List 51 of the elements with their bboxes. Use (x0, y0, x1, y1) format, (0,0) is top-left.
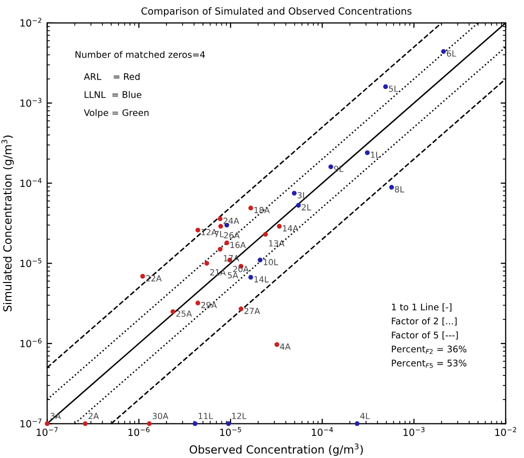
annotation: 26A (224, 232, 240, 238)
y-tick-label: 10$^{−7}$ (20, 418, 42, 428)
annotation: 18A (254, 206, 270, 214)
annotation: 3L (298, 192, 307, 198)
annotation: 30A (152, 412, 168, 420)
annotation: 25A (176, 310, 192, 317)
annotation: 12A (202, 228, 217, 236)
y-tick-label: 10$^{−2}$ (20, 18, 42, 27)
annotation: 1 to 1 Line [-] (392, 303, 452, 312)
annotation: 13A (269, 240, 284, 246)
annotation: 16A (230, 242, 246, 248)
x-tick-label: 10$^{−2}$ (495, 427, 516, 436)
annotation: 14L (254, 276, 269, 282)
annotation: 6L (446, 50, 456, 57)
annotation: 4L (360, 412, 370, 420)
annotation: 2A (88, 412, 99, 420)
annotation: 24A (224, 218, 240, 224)
annotation: 14A (282, 225, 298, 232)
annotation: Percent$_{F5}$ = 53% (392, 360, 466, 368)
y-tick-label: 10$^{−4}$ (20, 178, 42, 187)
annotation: Factor of 5 [---] (392, 331, 458, 340)
y-tick-label: 10$^{−5}$ (20, 258, 42, 268)
annotation: Factor of 2 [...] (392, 317, 457, 326)
annotation: 2L (302, 204, 312, 210)
annotation: Volpe = Green (84, 109, 149, 118)
y-tick-label: 10$^{−6}$ (20, 338, 42, 348)
y-tick-label: 10$^{−3}$ (20, 98, 42, 107)
annotation: 8L (394, 186, 404, 192)
x-tick-label: 10$^{−3}$ (404, 427, 424, 436)
annotation: LLNL = Blue (84, 91, 142, 98)
annotation: 5L (388, 86, 398, 92)
annotation: 4A (280, 344, 291, 350)
x-tick-label: 10$^{−7}$ (36, 427, 58, 436)
annotation: 29A (201, 302, 217, 308)
annotation: 20A (233, 266, 249, 272)
x-tick-label: 10$^{−4}$ (312, 427, 333, 436)
annotation: 27A (244, 308, 260, 314)
y-axis-title: Simulated Concentration (g/m$^{3}$) (1, 136, 14, 312)
annotation: Number of matched zeros=4 (76, 50, 205, 58)
x-tick-label: 10$^{−5}$ (220, 427, 242, 436)
annotation: Percent$_{F2}$ = 36% (392, 346, 466, 354)
annotation: 1L (371, 152, 380, 158)
x-tick-label: 10$^{−6}$ (128, 427, 150, 436)
annotation: 10L (264, 258, 278, 266)
x-axis-title: Observed Concentration (g/m$^{3}$) (190, 443, 363, 456)
annotation: 12L (232, 412, 246, 420)
annotation: 7L (214, 231, 224, 238)
annotation: ARL = Red (84, 72, 140, 80)
annotation: 5A (228, 272, 238, 278)
chart-title: Comparison of Simulated and Observed Concentrations (141, 7, 412, 17)
annotation: 11L (198, 412, 214, 420)
